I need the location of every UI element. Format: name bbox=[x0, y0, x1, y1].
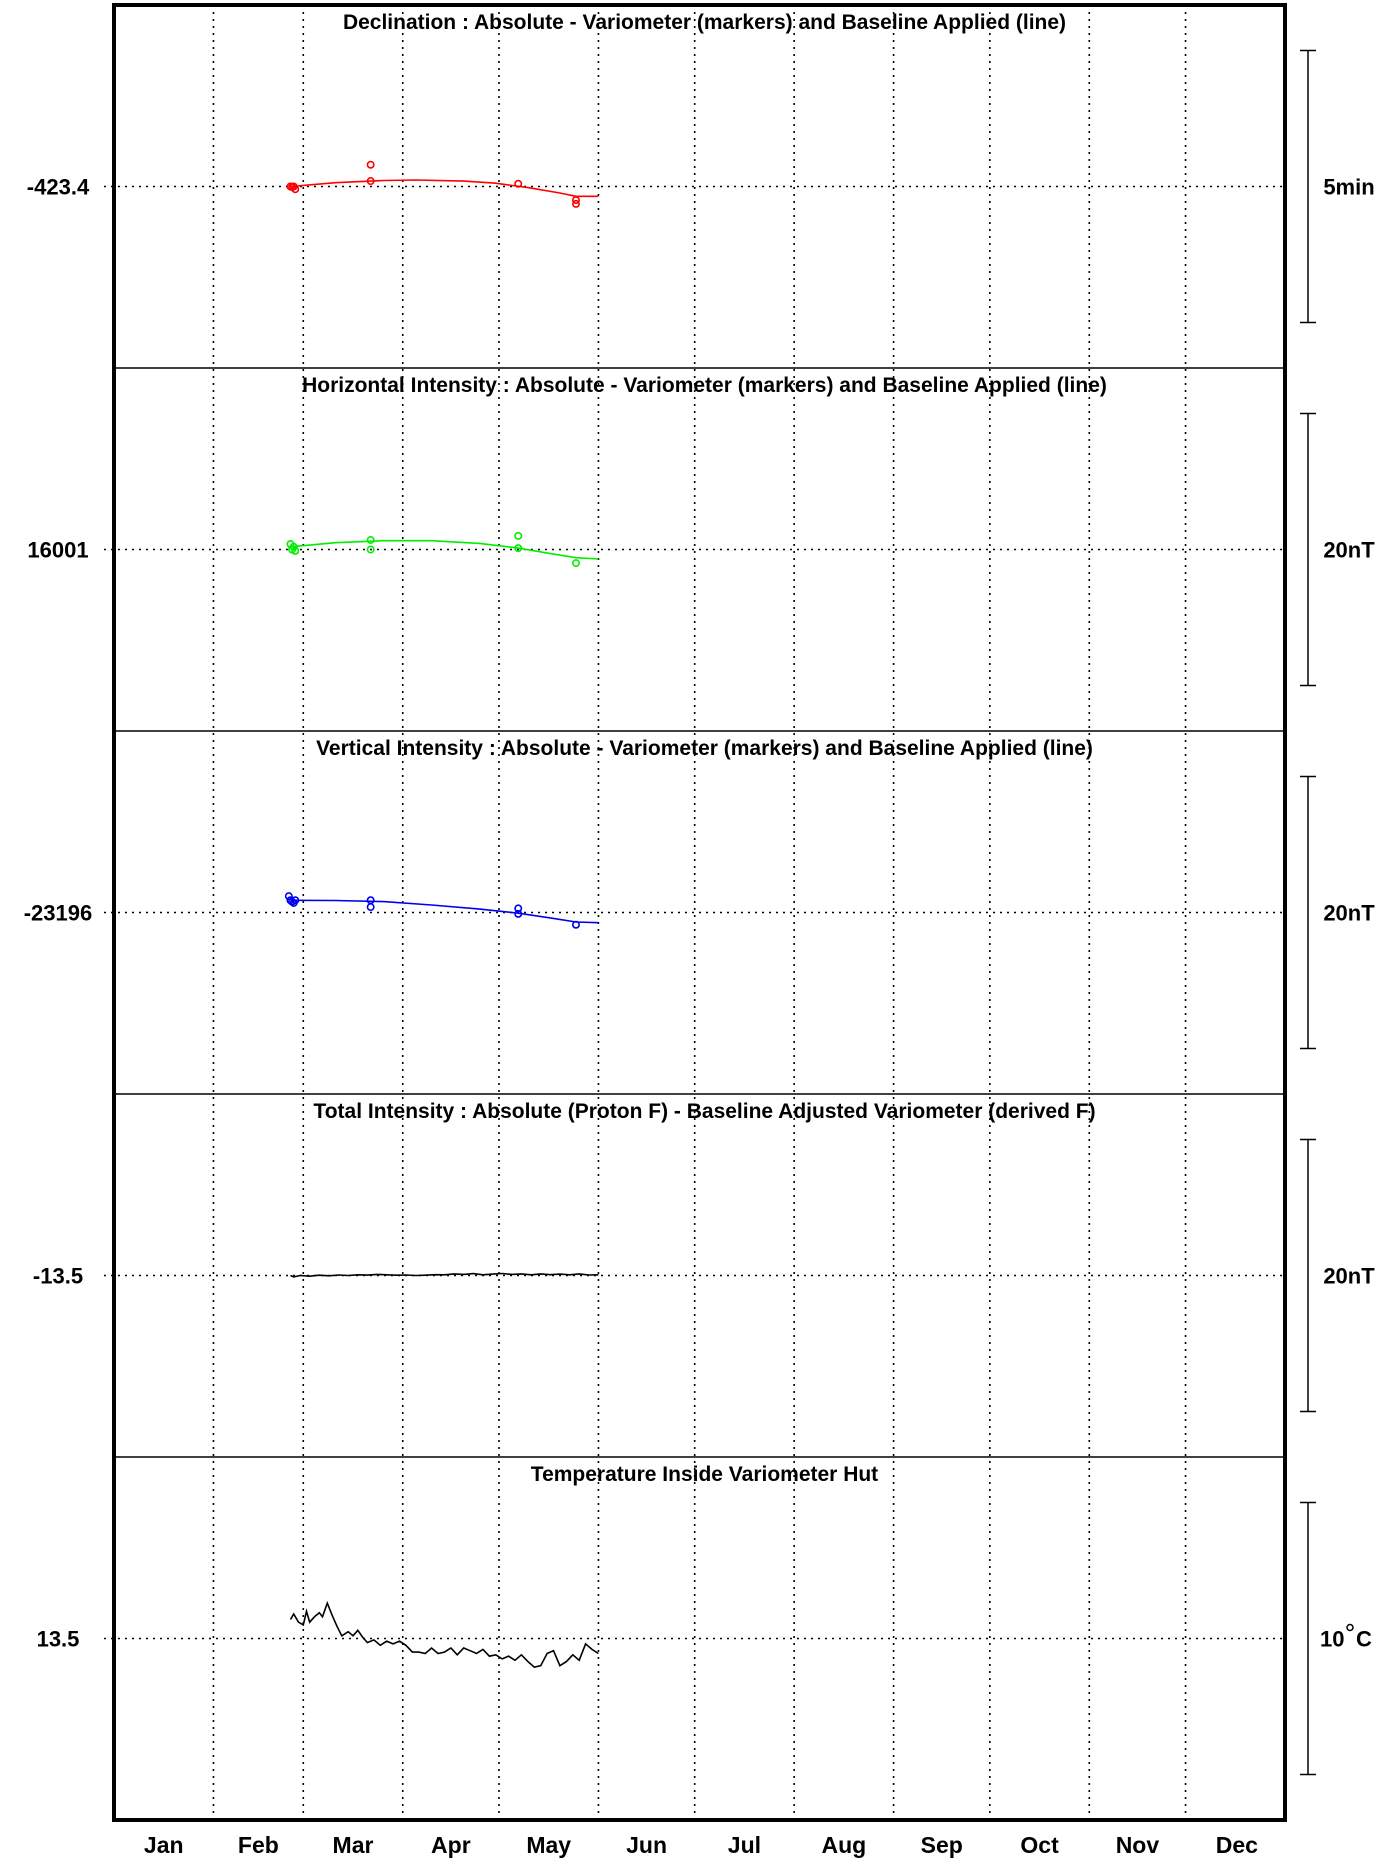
panel-title: Declination : Absolute - Variometer (mar… bbox=[343, 11, 1066, 34]
baseline-line bbox=[290, 179, 599, 198]
series-line bbox=[289, 1600, 599, 1668]
scale-unit: C bbox=[1356, 1627, 1372, 1652]
degree-symbol bbox=[1346, 1623, 1354, 1632]
data-point-marker bbox=[366, 160, 375, 169]
center-value-label: -423.4 bbox=[27, 175, 90, 200]
data-point-marker bbox=[571, 920, 580, 929]
month-tick-label: Jan bbox=[144, 1832, 184, 1858]
center-value-label: -13.5 bbox=[33, 1264, 83, 1289]
month-tick-label: Nov bbox=[1116, 1832, 1160, 1858]
data-point-marker bbox=[514, 909, 523, 918]
scale-label: 20nT bbox=[1323, 1264, 1375, 1289]
panel-title: Temperature Inside Variometer Hut bbox=[531, 1463, 878, 1486]
panel-title: Horizontal Intensity : Absolute - Variom… bbox=[302, 374, 1107, 397]
data-point-marker bbox=[514, 904, 523, 913]
series-line bbox=[290, 1272, 599, 1278]
month-tick-label: Aug bbox=[822, 1832, 867, 1858]
data-point-marker bbox=[514, 531, 523, 540]
month-tick-label: Feb bbox=[238, 1832, 279, 1858]
center-value-label: 13.5 bbox=[37, 1627, 80, 1652]
data-point-marker bbox=[366, 177, 375, 186]
center-value-label: 16001 bbox=[27, 538, 88, 563]
month-tick-label: Jul bbox=[728, 1832, 761, 1858]
scale-label: 5min bbox=[1323, 175, 1374, 200]
month-tick-label: May bbox=[526, 1832, 571, 1858]
data-point-marker bbox=[514, 544, 523, 553]
data-point-marker bbox=[366, 903, 375, 912]
month-tick-label: Mar bbox=[333, 1832, 374, 1858]
data-point-marker bbox=[291, 896, 300, 905]
scale-label: 20nT bbox=[1323, 901, 1375, 926]
data-point-marker bbox=[514, 179, 523, 188]
month-tick-label: Jun bbox=[626, 1832, 667, 1858]
data-point-marker bbox=[571, 199, 580, 208]
data-point-marker bbox=[571, 559, 580, 568]
data-point-marker bbox=[291, 185, 300, 194]
center-value-label: -23196 bbox=[24, 901, 93, 926]
plot-frame bbox=[112, 3, 1287, 1822]
scale-label: 10 bbox=[1320, 1627, 1344, 1652]
month-tick-label: Oct bbox=[1020, 1832, 1059, 1858]
panel-title: Vertical Intensity : Absolute - Variomet… bbox=[316, 737, 1093, 760]
data-point-marker bbox=[366, 545, 375, 554]
data-point-marker bbox=[366, 535, 375, 544]
data-point-marker bbox=[366, 896, 375, 905]
baseline-line bbox=[290, 539, 599, 560]
data-point-marker bbox=[571, 196, 580, 205]
month-tick-label: Apr bbox=[431, 1832, 471, 1858]
month-tick-label: Sep bbox=[921, 1832, 963, 1858]
data-point-marker bbox=[289, 542, 298, 551]
data-point-marker bbox=[291, 546, 300, 555]
month-tick-label: Dec bbox=[1216, 1832, 1258, 1858]
scale-label: 20nT bbox=[1323, 538, 1375, 563]
panel-title: Total Intensity : Absolute (Proton F) - … bbox=[313, 1100, 1095, 1123]
baseline-line bbox=[290, 899, 599, 924]
